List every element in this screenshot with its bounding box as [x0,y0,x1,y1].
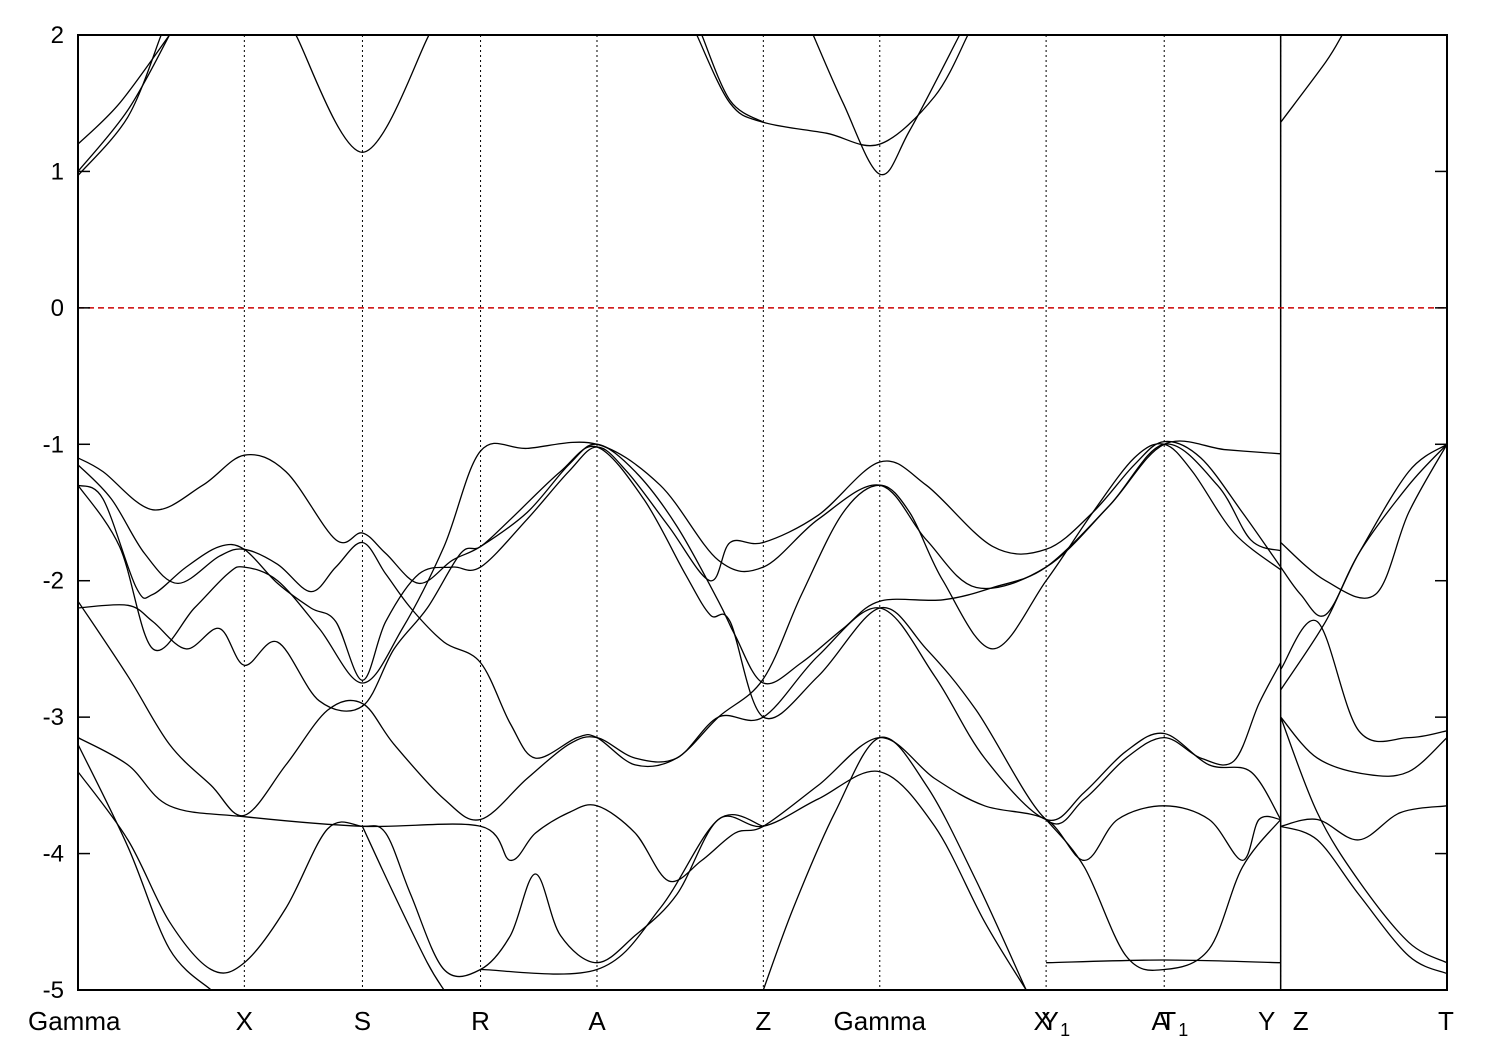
x-tick-subscript: 1 [1178,1020,1188,1040]
band-line-5 [696,35,969,147]
band-line-4 [295,35,430,153]
band-line-19 [480,813,764,975]
y-tick-label: -5 [43,977,64,1004]
band-line-28 [1280,805,1447,841]
band-line-26 [1280,619,1447,743]
band-line-20 [762,736,1027,990]
band-line-15 [78,736,1281,883]
y-axis: 2 1 0 -1 -2 -3 -4 -5 [43,22,1447,1004]
band-line-22 [1045,819,1282,971]
band-line-27 [1280,716,1447,777]
band-line-1 [78,35,171,145]
y-tick-label: -2 [43,568,64,595]
y-tick-label: 2 [51,22,64,49]
x-tick-label: X [236,1006,253,1036]
plot-frame [77,34,1448,991]
band-line-17 [78,744,212,990]
band-line-6 [812,35,961,176]
x-axis: Gamma X S R A Z Gamma XY 1 AT 1 Y Z T [28,1006,1454,1040]
band-line-8 [1280,35,1343,123]
x-tick-label: R [471,1006,490,1036]
y-tick-label: -3 [43,704,64,731]
x-tick-label: Y [1258,1006,1275,1036]
y-tick-label: 1 [51,158,64,185]
band-line-2 [78,35,171,172]
x-tick-label: X [1033,1006,1050,1036]
band-line-7 [701,35,764,123]
band-line-16 [78,770,1027,990]
y-tick-label: -4 [43,841,64,868]
band-line-29 [1280,716,1447,964]
x-tick-label: T [1160,1006,1176,1036]
band-line-11 [78,440,1282,681]
band-line-14 [78,600,1282,822]
band-line-25 [1280,443,1447,691]
band-line-13 [78,445,1282,825]
x-tick-label: Z [1293,1006,1309,1036]
x-tick-label: A [588,1006,606,1036]
x-tick-subscript: 1 [1060,1020,1070,1040]
band-line-21 [1046,959,1281,964]
band-line-30 [1280,825,1447,975]
x-tick-label: Gamma [834,1006,927,1036]
x-tick-label: Z [755,1006,771,1036]
y-tick-label: 0 [51,295,64,322]
x-tick-label: Gamma [28,1006,121,1036]
band-line-3 [78,35,162,176]
kpath-gridlines [243,35,1282,990]
band-series [78,35,1447,990]
band-line-18 [361,826,445,990]
x-tick-label: Y [1041,1006,1058,1036]
band-line-9 [78,443,1281,685]
x-tick-label: T [1438,1006,1454,1036]
band-line-23 [1280,443,1447,599]
band-line-10 [78,443,1282,768]
band-line-12 [78,440,1281,684]
x-tick-label: A [1152,1006,1170,1036]
x-tick-label: S [354,1006,371,1036]
y-tick-label: -1 [43,431,64,458]
